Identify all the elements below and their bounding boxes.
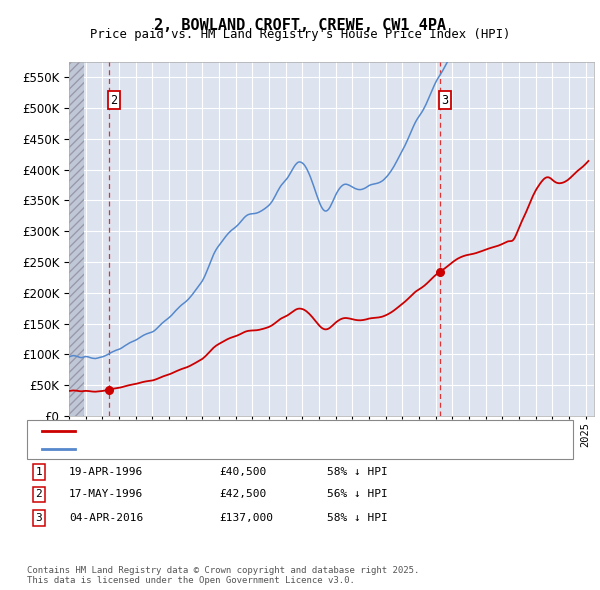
Text: 2, BOWLAND CROFT, CREWE, CW1 4PA (detached house): 2, BOWLAND CROFT, CREWE, CW1 4PA (detach… — [78, 426, 397, 436]
Text: Contains HM Land Registry data © Crown copyright and database right 2025.
This d: Contains HM Land Registry data © Crown c… — [27, 566, 419, 585]
Text: 19-APR-1996: 19-APR-1996 — [69, 467, 143, 477]
Text: 04-APR-2016: 04-APR-2016 — [69, 513, 143, 523]
Text: 17-MAY-1996: 17-MAY-1996 — [69, 490, 143, 499]
Text: 2, BOWLAND CROFT, CREWE, CW1 4PA: 2, BOWLAND CROFT, CREWE, CW1 4PA — [154, 18, 446, 32]
Text: 3: 3 — [442, 94, 449, 107]
Text: 2: 2 — [35, 490, 43, 499]
Text: £42,500: £42,500 — [219, 490, 266, 499]
Text: 58% ↓ HPI: 58% ↓ HPI — [327, 467, 388, 477]
Text: 56% ↓ HPI: 56% ↓ HPI — [327, 490, 388, 499]
Text: 58% ↓ HPI: 58% ↓ HPI — [327, 513, 388, 523]
Text: £40,500: £40,500 — [219, 467, 266, 477]
Text: 1: 1 — [35, 467, 43, 477]
Text: 2: 2 — [110, 94, 117, 107]
Text: £137,000: £137,000 — [219, 513, 273, 523]
Text: 3: 3 — [35, 513, 43, 523]
Text: Price paid vs. HM Land Registry's House Price Index (HPI): Price paid vs. HM Land Registry's House … — [90, 28, 510, 41]
Bar — [69, 62, 85, 416]
Text: HPI: Average price, detached house, Cheshire East: HPI: Average price, detached house, Ches… — [78, 444, 397, 454]
